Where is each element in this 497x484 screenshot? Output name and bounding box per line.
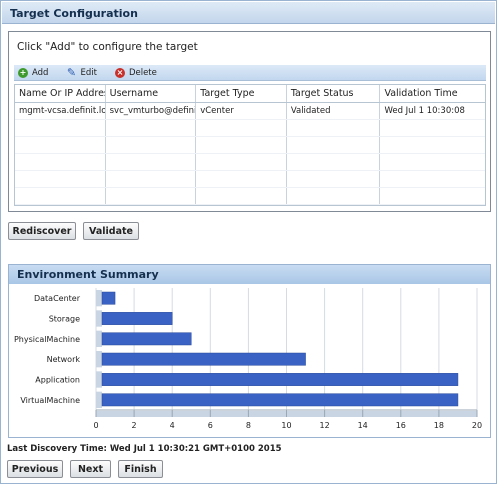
- bar-application: [101, 373, 459, 386]
- last-discovery-time: Last Discovery Time: Wed Jul 1 10:30:21 …: [7, 444, 282, 454]
- bar-storage: [101, 312, 173, 325]
- category-label: DataCenter: [34, 294, 81, 303]
- validate-button[interactable]: Validate: [83, 222, 139, 240]
- category-label: Application: [35, 376, 80, 385]
- x-tick-label: 8: [246, 421, 251, 430]
- x-tick-label: 16: [396, 421, 406, 430]
- x-tick-label: 20: [472, 421, 482, 430]
- cell-target-status: Validated: [287, 103, 381, 119]
- category-tick-band: [96, 290, 102, 307]
- empty-row: [15, 188, 485, 205]
- x-tick-label: 14: [358, 421, 368, 430]
- x-tick-label: 12: [320, 421, 330, 430]
- cell-target-type: vCenter: [196, 103, 287, 119]
- bar-network: [101, 352, 306, 366]
- pencil-icon: ✎: [66, 65, 77, 79]
- x-tick-label: 18: [434, 421, 444, 430]
- table-header: Name Or IP Address Username Target Type …: [15, 85, 485, 103]
- category-tick-band: [96, 351, 102, 368]
- x-tick-label: 0: [93, 421, 98, 430]
- x-tick-label: 4: [170, 421, 175, 430]
- empty-row: [15, 171, 485, 188]
- column-header-validation-time[interactable]: Validation Time: [384, 88, 458, 99]
- add-button[interactable]: + Add: [18, 67, 49, 78]
- environment-summary-panel: Environment Summary DataCenter Storage Phy…: [8, 264, 491, 438]
- next-button[interactable]: Next: [70, 460, 111, 478]
- finish-button[interactable]: Finish: [118, 460, 163, 478]
- column-header-username[interactable]: Username: [106, 85, 197, 102]
- x-tick-label: 10: [281, 421, 291, 430]
- add-label: Add: [32, 67, 49, 78]
- column-header-target-status[interactable]: Target Status: [287, 85, 381, 102]
- category-label: Storage: [49, 315, 80, 324]
- cell-name: mgmt-vcsa.definit.local: [15, 103, 106, 119]
- target-config-box: Click "Add" to configure the target + Ad…: [8, 31, 491, 212]
- category-tick-band: [96, 371, 102, 388]
- column-header-name[interactable]: Name Or IP Address: [15, 85, 106, 102]
- delete-icon: ×: [114, 67, 125, 78]
- category-label: VirtualMachine: [20, 396, 80, 405]
- x-tick-label: 2: [132, 421, 137, 430]
- rediscover-button[interactable]: Rediscover: [8, 222, 76, 240]
- target-toolbar: + Add ✎ Edit × Delete: [14, 65, 486, 81]
- bar-physicalmachine: [101, 332, 192, 346]
- category-label: PhysicalMachine: [14, 335, 80, 344]
- cell-validation-time: Wed Jul 1 10:30:08: [384, 106, 465, 116]
- x-tick-label: 6: [208, 421, 213, 430]
- cell-username: svc_vmturbo@definit.local: [106, 103, 197, 119]
- targets-table: Name Or IP Address Username Target Type …: [14, 84, 486, 206]
- plus-icon: +: [18, 67, 28, 78]
- empty-row: [15, 120, 485, 137]
- config-instruction: Click "Add" to configure the target: [17, 41, 198, 53]
- table-row[interactable]: mgmt-vcsa.definit.local svc_vmturbo@defi…: [15, 103, 485, 120]
- environment-bar-chart: DataCenter Storage PhysicalMachine Network A…: [14, 288, 482, 430]
- delete-button[interactable]: × Delete: [114, 67, 157, 78]
- panel-title: Target Configuration: [2, 2, 495, 24]
- delete-label: Delete: [128, 67, 157, 78]
- category-tick-band: [96, 310, 102, 327]
- environment-summary-title: Environment Summary: [9, 265, 490, 284]
- edit-button[interactable]: ✎ Edit: [66, 65, 97, 79]
- category-tick-band: [96, 330, 102, 347]
- empty-row: [15, 154, 485, 171]
- previous-button[interactable]: Previous: [7, 460, 63, 478]
- bar-virtualmachine: [101, 393, 459, 407]
- column-header-target-type[interactable]: Target Type: [196, 85, 287, 102]
- edit-label: Edit: [80, 67, 97, 78]
- category-label: Network: [47, 355, 81, 364]
- empty-row: [15, 137, 485, 154]
- category-tick-band: [96, 391, 102, 408]
- bar-datacenter: [101, 291, 116, 305]
